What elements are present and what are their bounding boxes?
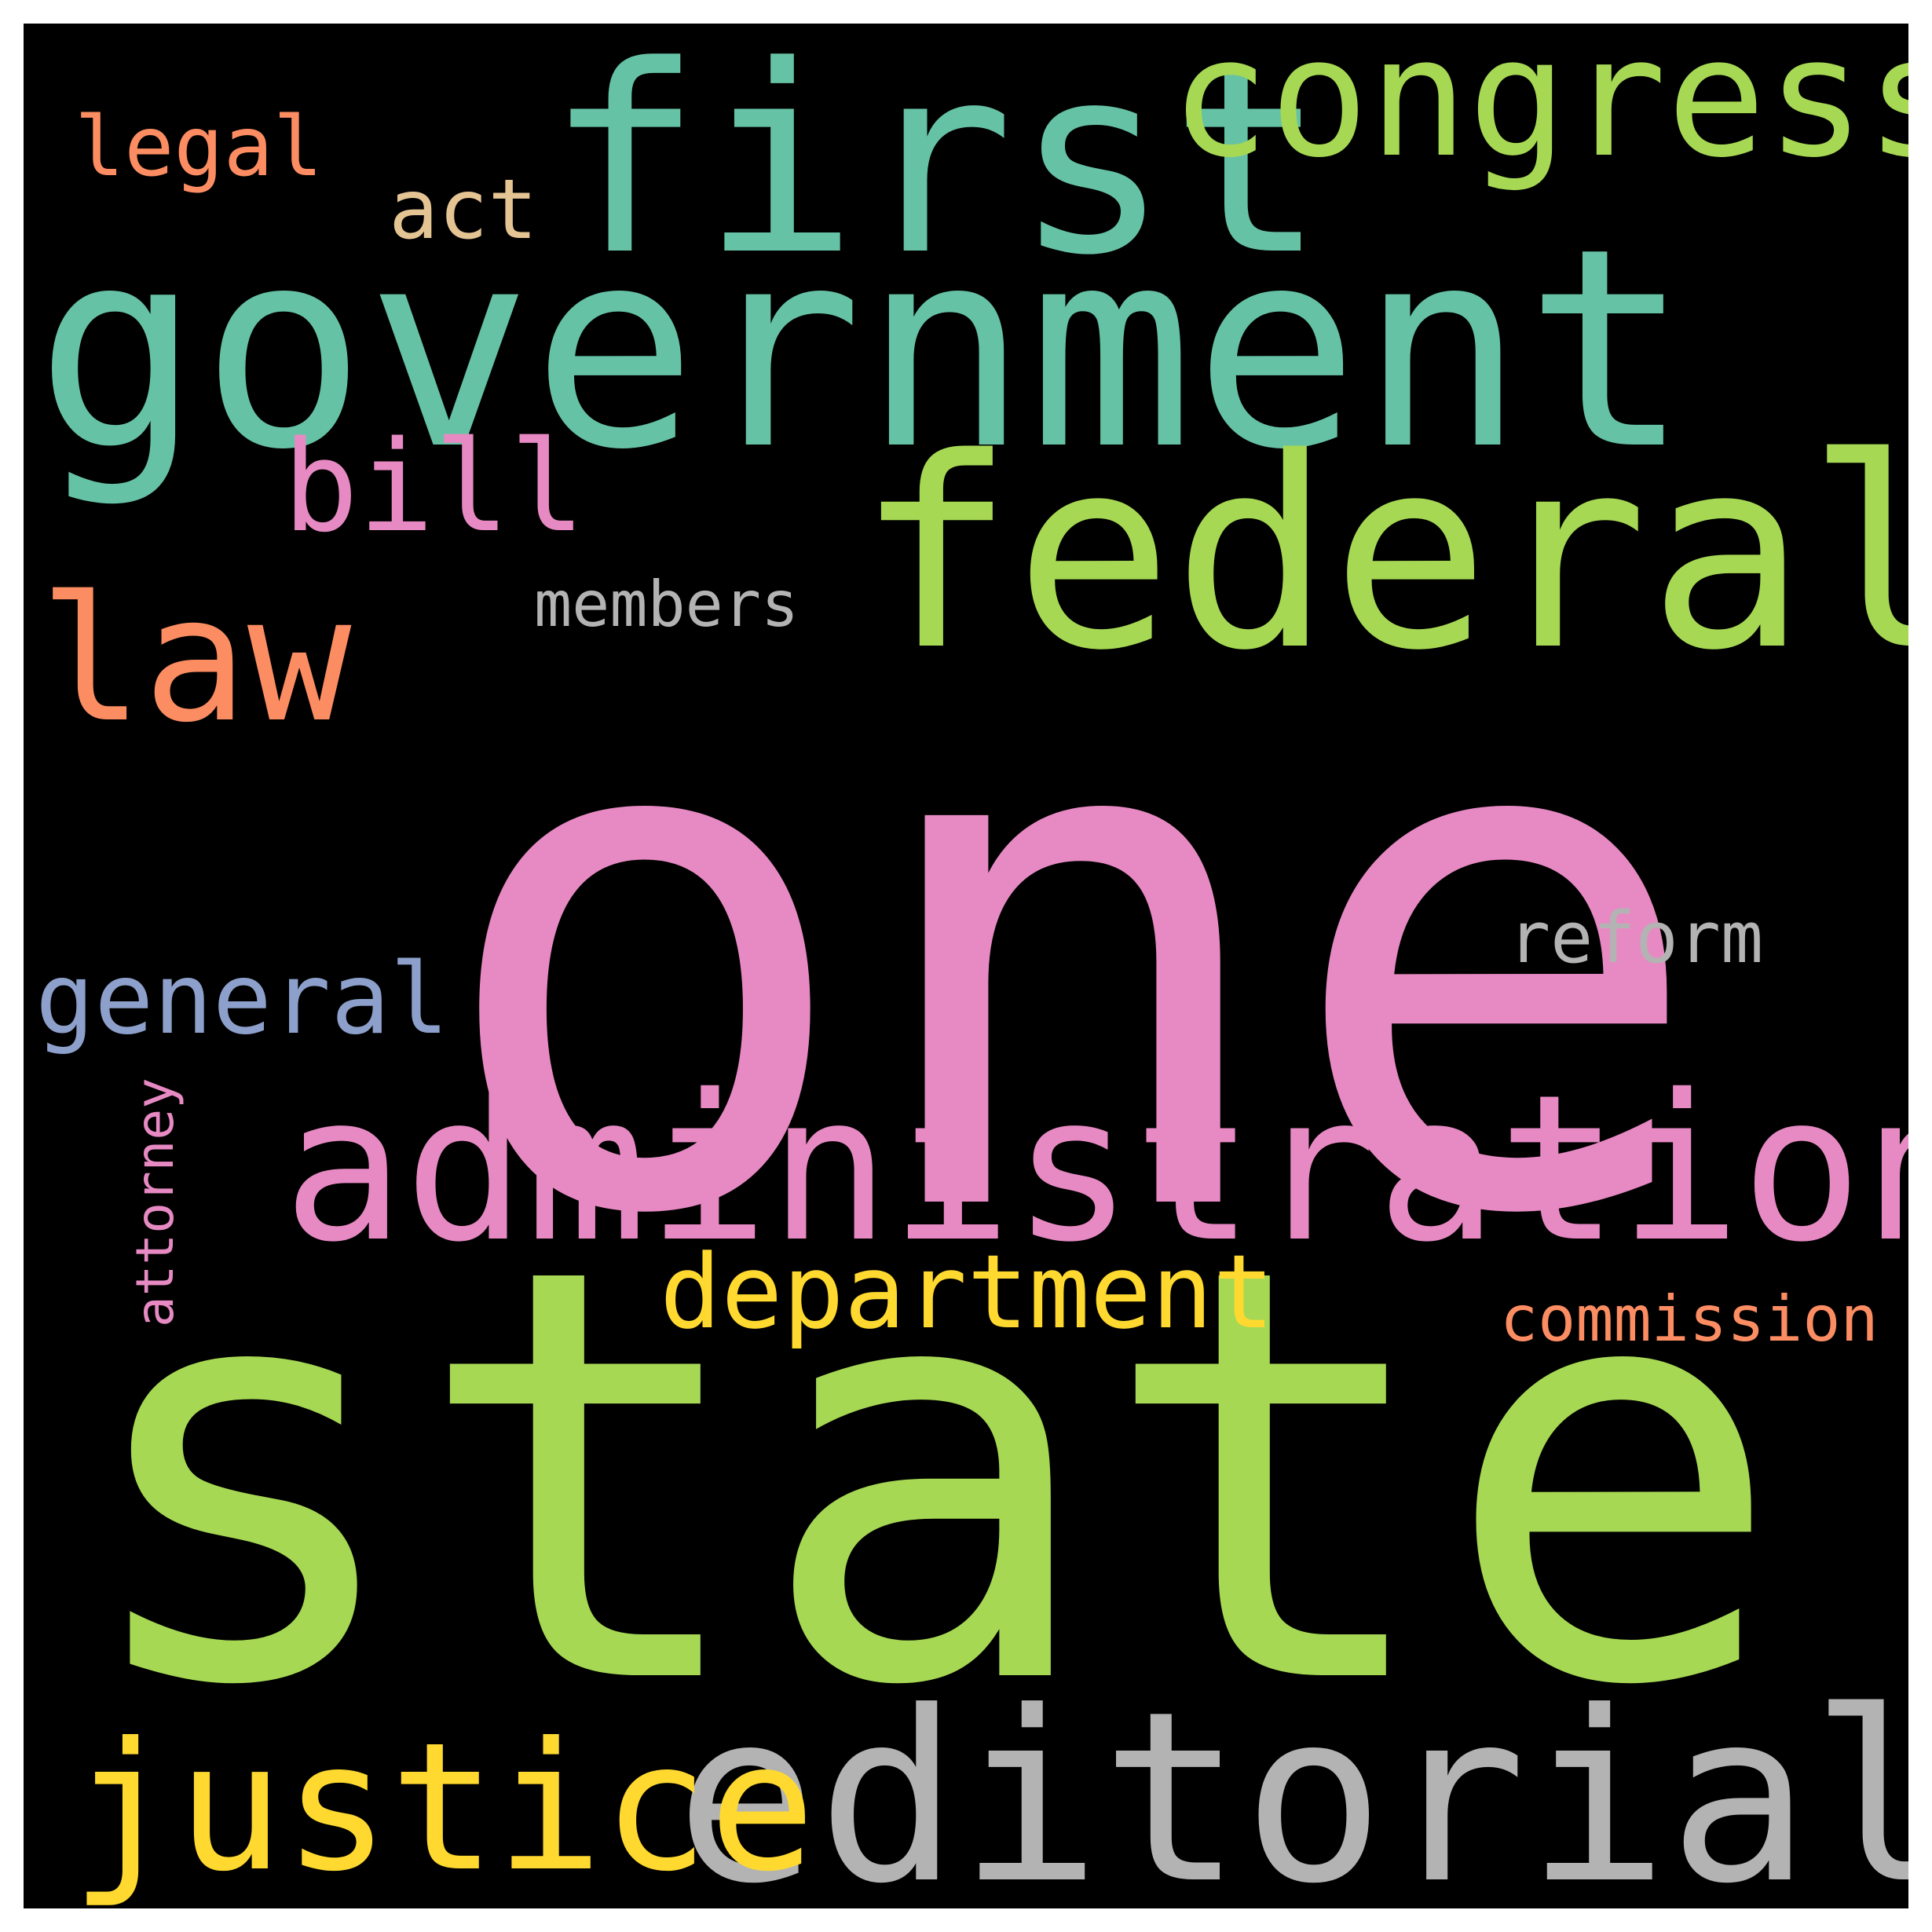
word-general: general: [35, 942, 449, 1056]
word-editorial: editorial: [675, 1661, 1908, 1909]
word-one: one: [432, 547, 1709, 1369]
word-government: government: [35, 189, 1691, 510]
word-bill: bill: [283, 413, 586, 560]
word-cloud: one state government first federal admin…: [24, 24, 1908, 1908]
word-act: act: [389, 162, 538, 258]
word-reform: reform: [1508, 897, 1764, 979]
word-attorney: attorney: [125, 1078, 185, 1327]
word-first: first: [546, 24, 1326, 312]
word-commission: commission: [1500, 1283, 1879, 1356]
word-legal: legal: [75, 99, 324, 195]
word-department: department: [660, 1232, 1275, 1352]
word-law: law: [39, 559, 352, 760]
word-federal: federal: [856, 402, 1908, 708]
word-state: state: [71, 1147, 1785, 1809]
word-congress: congress: [1170, 24, 1908, 194]
word-members: members: [534, 568, 800, 641]
word-administration: administration: [283, 1051, 1908, 1286]
word-justice: justice: [71, 1705, 816, 1908]
